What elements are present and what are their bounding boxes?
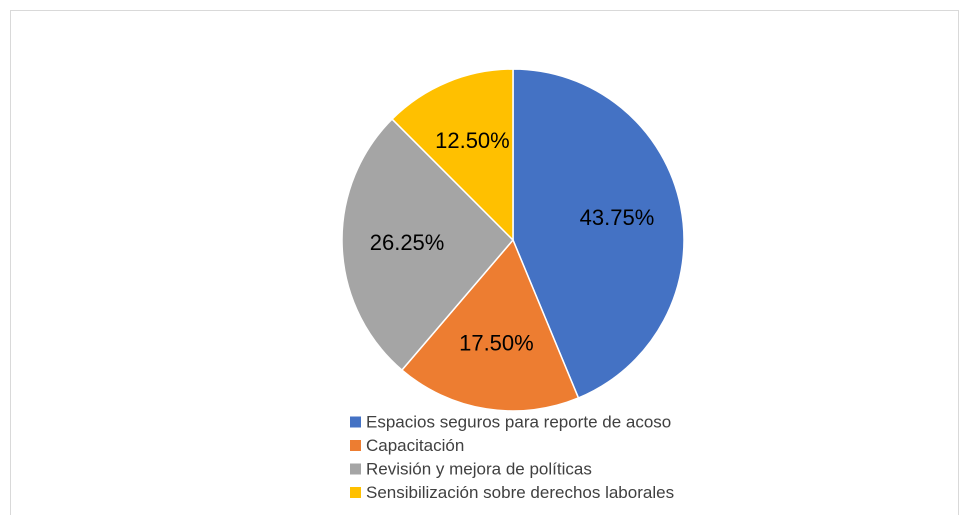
data-label: 43.75% [580, 205, 655, 230]
data-label: 12.50% [435, 128, 510, 153]
data-label: 17.50% [459, 331, 534, 356]
legend-label: Capacitación [366, 436, 464, 455]
legend-label: Sensibilización sobre derechos laborales [366, 483, 674, 502]
pie-slice [391, 68, 514, 242]
pie-slice [400, 238, 580, 412]
legend-swatch [350, 416, 361, 428]
legend-label: Espacios seguros para reporte de acoso [366, 412, 671, 431]
legend-swatch [350, 487, 361, 498]
legend-label: Revisión y mejora de políticas [366, 459, 592, 478]
data-label: 26.25% [370, 230, 445, 255]
legend-swatch [350, 440, 361, 451]
pie-slice [341, 118, 515, 372]
legend-swatch [350, 463, 361, 475]
pie-slice [512, 68, 685, 399]
